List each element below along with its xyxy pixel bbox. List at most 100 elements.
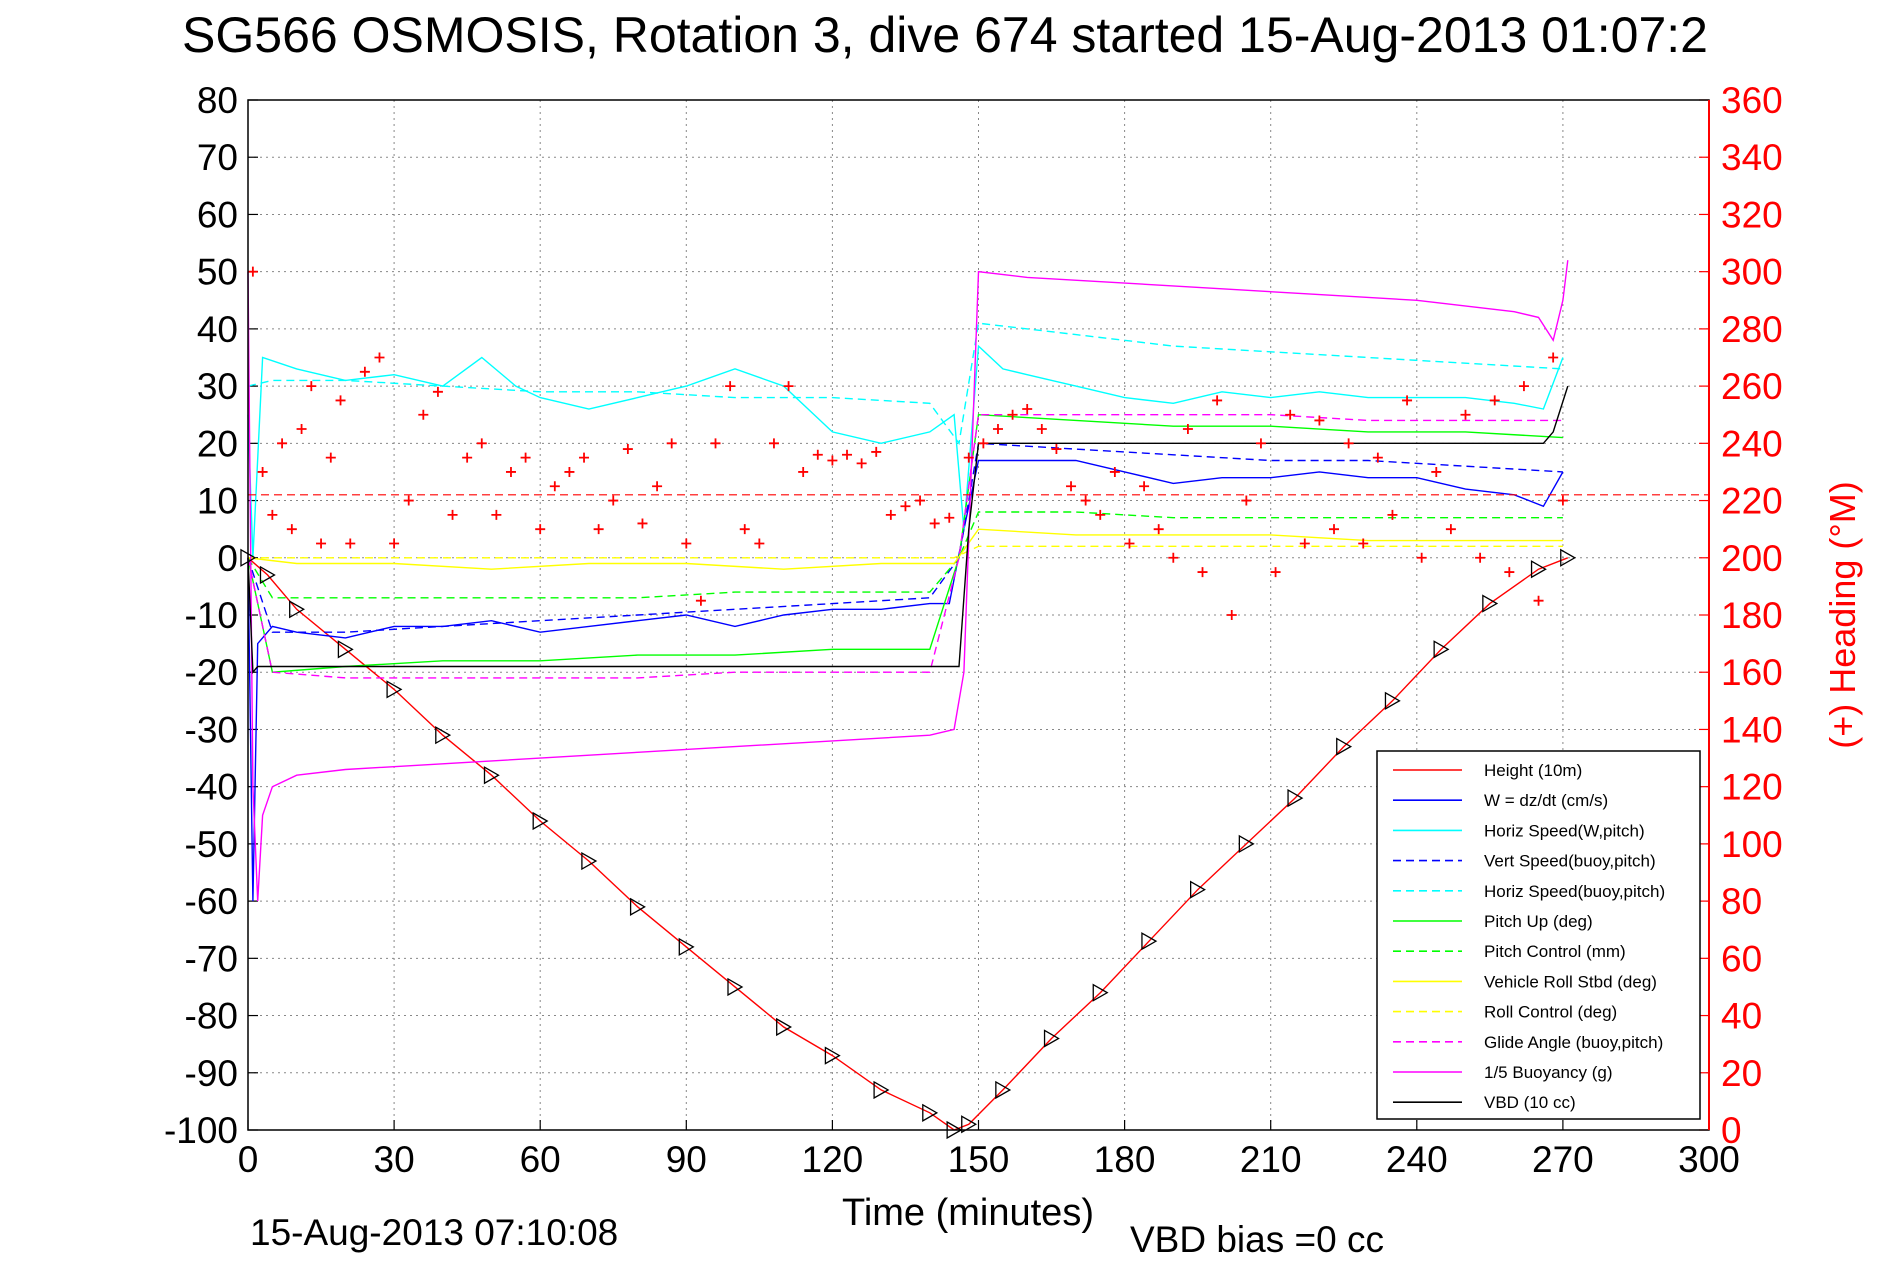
heading-point <box>827 455 838 466</box>
legend-label: Vert Speed(buoy,pitch) <box>1484 852 1656 871</box>
height-marker <box>1482 594 1499 613</box>
heading-point <box>432 386 443 397</box>
legend-box <box>1376 750 1701 1120</box>
y-right-tick-label: 340 <box>1721 137 1783 178</box>
heading-point <box>1548 352 1559 363</box>
heading-point <box>637 518 648 529</box>
heading-point <box>389 538 400 549</box>
height-marker <box>922 1103 939 1122</box>
x-tick-label: 30 <box>374 1139 415 1180</box>
height-marker <box>259 565 276 585</box>
y-tick-label: -10 <box>185 595 238 636</box>
x-tick-label: 0 <box>238 1139 259 1180</box>
heading-point <box>900 501 911 512</box>
heading-point <box>247 266 258 277</box>
height-marker <box>1238 834 1255 854</box>
y-tick-label: 10 <box>197 481 238 522</box>
heading-point <box>1402 395 1413 406</box>
legend-label: Pitch Control (mm) <box>1484 942 1626 961</box>
y-right-tick-label: 0 <box>1721 1110 1742 1151</box>
heading-point <box>812 449 823 460</box>
heading-point <box>1270 567 1281 578</box>
y-tick-label: 60 <box>197 194 238 235</box>
height-marker <box>995 1080 1012 1100</box>
y-tick-label: -50 <box>185 824 238 865</box>
x-tick-label: 90 <box>666 1139 707 1180</box>
heading-point <box>1343 438 1354 449</box>
heading-point <box>681 538 692 549</box>
heading-point <box>593 524 604 535</box>
y-tick-label: -60 <box>185 881 238 922</box>
footer-vbd-bias: VBD bias =0 cc <box>1130 1219 1384 1260</box>
heading-point <box>842 449 853 460</box>
heading-point <box>1314 415 1325 426</box>
heading-point <box>491 509 502 520</box>
heading-point <box>856 458 867 469</box>
heading-point <box>978 438 989 449</box>
heading-point <box>1226 610 1237 620</box>
heading-point <box>1153 524 1164 535</box>
heading-point <box>1431 466 1442 477</box>
heading-point <box>992 424 1003 435</box>
heading-point <box>1095 509 1106 520</box>
heading-point <box>476 438 487 449</box>
heading-point <box>798 466 809 477</box>
heading-point <box>1007 409 1018 420</box>
y-axis-right: 3603403203002802602402202001801601401201… <box>1699 80 1783 1151</box>
heading-point <box>1504 567 1515 578</box>
heading-point <box>374 352 385 363</box>
heading-point <box>1475 552 1486 563</box>
height-marker <box>629 897 646 916</box>
heading-point <box>768 438 779 449</box>
heading-point <box>725 381 736 392</box>
heading-point <box>929 518 940 529</box>
series-layer <box>247 260 1569 1131</box>
series-line <box>247 528 1563 570</box>
heading-point <box>1255 438 1266 449</box>
heading-point <box>1445 524 1456 535</box>
heading-point <box>462 452 473 463</box>
y-tick-label: -20 <box>185 652 238 693</box>
legend-label: Roll Control (deg) <box>1484 1003 1617 1022</box>
y-tick-label: -90 <box>185 1053 238 1094</box>
height-marker <box>1092 983 1109 1002</box>
x-axis-label: Time (minutes) <box>842 1192 1094 1234</box>
heading-point <box>652 481 663 492</box>
heading-point <box>1299 538 1310 549</box>
heading-point <box>286 524 297 535</box>
x-tick-label: 210 <box>1240 1139 1302 1180</box>
height-marker <box>337 640 354 659</box>
heading-point <box>1022 404 1033 414</box>
heading-point <box>1124 538 1135 549</box>
heading-point <box>1182 424 1193 435</box>
heading-point <box>277 438 288 449</box>
legend-label: 1/5 Buoyancy (g) <box>1484 1063 1613 1082</box>
heading-point <box>257 466 268 477</box>
heading-point <box>335 395 346 406</box>
heading-point <box>1212 395 1223 406</box>
heading-point <box>418 409 429 420</box>
heading-point <box>622 444 633 455</box>
height-marker <box>581 851 598 871</box>
x-tick-label: 300 <box>1678 1139 1740 1180</box>
heading-point <box>549 481 560 492</box>
y-tick-label: 70 <box>197 137 238 178</box>
chart-title: SG566 OSMOSIS, Rotation 3, dive 674 star… <box>182 7 1708 63</box>
y-right-tick-label: 60 <box>1721 938 1762 979</box>
y-tick-label: -40 <box>185 767 238 808</box>
height-marker <box>1530 560 1547 579</box>
x-tick-label: 270 <box>1532 1139 1594 1180</box>
height-marker <box>824 1046 841 1065</box>
legend-label: Height (10m) <box>1484 761 1582 780</box>
heading-point <box>447 509 458 520</box>
legend-label: Pitch Up (deg) <box>1484 912 1593 931</box>
heading-point <box>710 438 721 449</box>
heading-point <box>306 381 317 392</box>
y-tick-label: -100 <box>164 1110 238 1151</box>
heading-point <box>871 446 882 457</box>
height-marker <box>289 600 306 619</box>
height-marker <box>1141 932 1158 951</box>
heading-point <box>520 452 531 463</box>
y-right-tick-label: 80 <box>1721 881 1762 922</box>
